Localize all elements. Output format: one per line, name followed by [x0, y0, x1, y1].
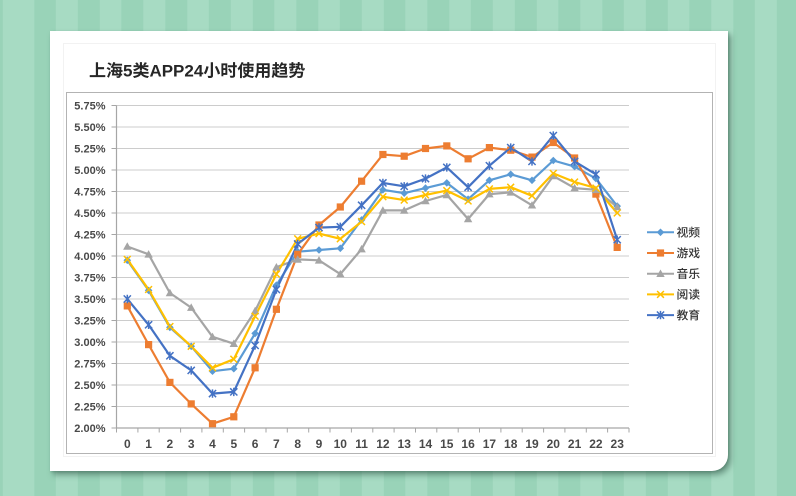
svg-text:4.25%: 4.25%: [74, 229, 105, 241]
svg-text:0: 0: [124, 437, 131, 451]
svg-text:15: 15: [440, 437, 454, 451]
svg-text:21: 21: [568, 437, 582, 451]
svg-text:17: 17: [483, 437, 497, 451]
svg-text:16: 16: [461, 437, 475, 451]
svg-text:4: 4: [209, 437, 216, 451]
svg-text:5.50%: 5.50%: [74, 122, 105, 134]
svg-text:22: 22: [589, 437, 603, 451]
svg-text:9: 9: [316, 437, 323, 451]
svg-text:P: P: [162, 62, 173, 81]
svg-text:3.25%: 3.25%: [74, 315, 105, 327]
svg-text:12: 12: [376, 437, 390, 451]
svg-text:5.00%: 5.00%: [74, 165, 105, 177]
svg-text:3: 3: [188, 437, 195, 451]
svg-text:4.75%: 4.75%: [74, 186, 105, 198]
svg-text:5.75%: 5.75%: [74, 100, 105, 112]
svg-text:14: 14: [419, 437, 433, 451]
svg-text:2: 2: [167, 437, 174, 451]
svg-text:13: 13: [398, 437, 412, 451]
svg-text:2.75%: 2.75%: [74, 358, 105, 370]
svg-text:2.50%: 2.50%: [74, 380, 105, 392]
svg-text:2.00%: 2.00%: [74, 423, 105, 435]
svg-text:5: 5: [123, 62, 132, 81]
svg-text:4.00%: 4.00%: [74, 251, 105, 263]
svg-text:2: 2: [184, 62, 193, 81]
svg-text:18: 18: [504, 437, 518, 451]
svg-text:3.00%: 3.00%: [74, 337, 105, 349]
svg-text:11: 11: [355, 437, 368, 451]
svg-text:3.50%: 3.50%: [74, 294, 105, 306]
svg-text:4.50%: 4.50%: [74, 208, 105, 220]
svg-text:P: P: [173, 62, 184, 81]
svg-text:8: 8: [294, 437, 301, 451]
svg-text:2.25%: 2.25%: [74, 401, 105, 413]
svg-text:1: 1: [145, 437, 152, 451]
svg-text:7: 7: [273, 437, 280, 451]
svg-text:19: 19: [525, 437, 539, 451]
svg-text:5: 5: [230, 437, 237, 451]
svg-text:4: 4: [194, 62, 204, 81]
svg-text:5.25%: 5.25%: [74, 143, 105, 155]
svg-text:10: 10: [334, 437, 348, 451]
svg-text:3.75%: 3.75%: [74, 272, 105, 284]
svg-text:23: 23: [611, 437, 625, 451]
svg-text:A: A: [149, 62, 161, 81]
svg-text:20: 20: [547, 437, 561, 451]
svg-text:6: 6: [252, 437, 259, 451]
